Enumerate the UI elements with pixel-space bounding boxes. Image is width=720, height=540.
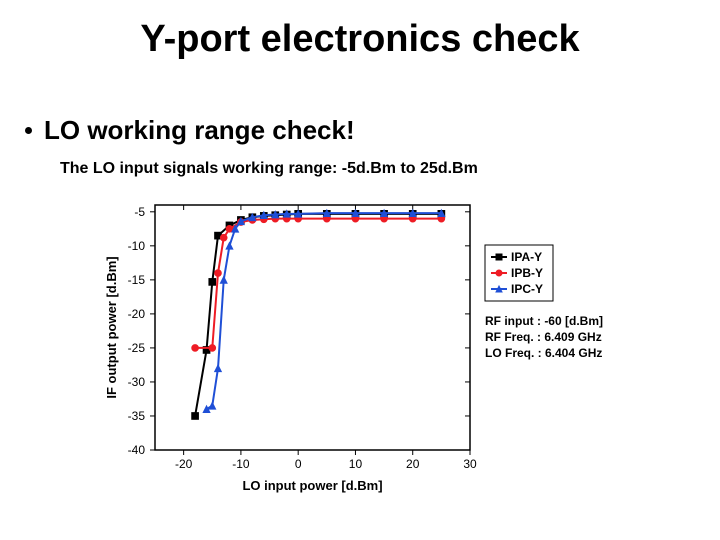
subtext: The LO input signals working range: -5d.… — [60, 160, 478, 178]
svg-text:10: 10 — [349, 457, 363, 471]
svg-text:IPA-Y: IPA-Y — [511, 250, 542, 264]
svg-text:0: 0 — [295, 457, 302, 471]
svg-text:-20: -20 — [128, 307, 146, 321]
svg-text:-10: -10 — [232, 457, 250, 471]
svg-text:-40: -40 — [128, 443, 146, 457]
svg-text:IPC-Y: IPC-Y — [511, 282, 543, 296]
bullet-text: LO working range check! — [44, 115, 355, 146]
svg-text:-10: -10 — [128, 239, 146, 253]
svg-text:-5: -5 — [134, 205, 145, 219]
svg-text:20: 20 — [406, 457, 420, 471]
svg-text:IPB-Y: IPB-Y — [511, 266, 543, 280]
svg-text:RF input : -60 [d.Bm]: RF input : -60 [d.Bm] — [485, 314, 603, 328]
bullet-dot — [25, 127, 32, 134]
svg-text:-35: -35 — [128, 409, 146, 423]
svg-text:30: 30 — [463, 457, 477, 471]
svg-text:-30: -30 — [128, 375, 146, 389]
bullet-row: LO working range check! — [25, 115, 355, 146]
svg-text:-20: -20 — [175, 457, 193, 471]
svg-text:IF output power [d.Bm]: IF output power [d.Bm] — [104, 256, 119, 398]
svg-text:RF Freq. : 6.409 GHz: RF Freq. : 6.409 GHz — [485, 330, 602, 344]
line-chart: -20 -10 0 10 20 30 -5 -10 -15 -20 -25 -30 -35 -40 LO i… — [100, 195, 620, 505]
svg-text:-15: -15 — [128, 273, 146, 287]
svg-text:LO input power [d.Bm]: LO input power [d.Bm] — [242, 478, 382, 493]
page-title: Y-port electronics check — [0, 18, 720, 61]
svg-text:-25: -25 — [128, 341, 146, 355]
chart-container: -20 -10 0 10 20 30 -5 -10 -15 -20 -25 -30 -35 -40 LO i… — [100, 195, 620, 505]
svg-text:LO Freq. : 6.404 GHz: LO Freq. : 6.404 GHz — [485, 346, 602, 360]
